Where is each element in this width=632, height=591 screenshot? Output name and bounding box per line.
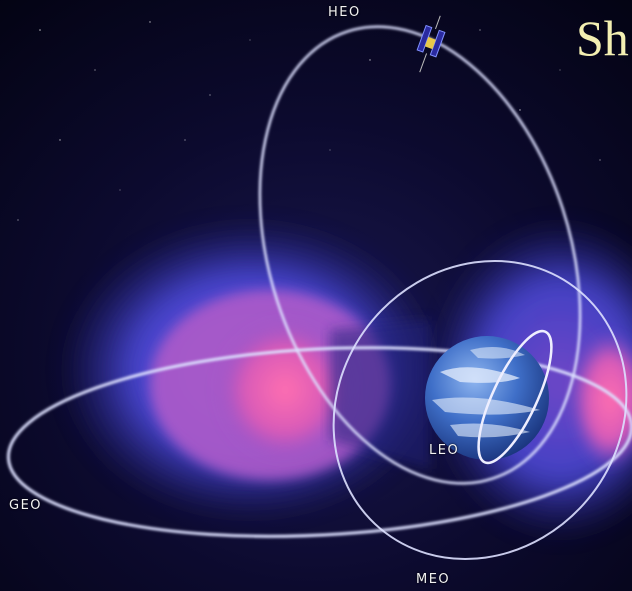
geo-label: GEO [9, 498, 43, 513]
heo-orbit [258, 25, 582, 485]
meo-label: MEO [416, 572, 451, 587]
heo-label: HEO [328, 5, 361, 20]
starfield [17, 21, 601, 221]
leo-orbit [477, 329, 553, 465]
slide-title-fragment: Sh [576, 10, 629, 66]
leo-label: LEO [429, 443, 460, 458]
earth-globe [425, 336, 549, 460]
satellite-icon [416, 15, 446, 73]
